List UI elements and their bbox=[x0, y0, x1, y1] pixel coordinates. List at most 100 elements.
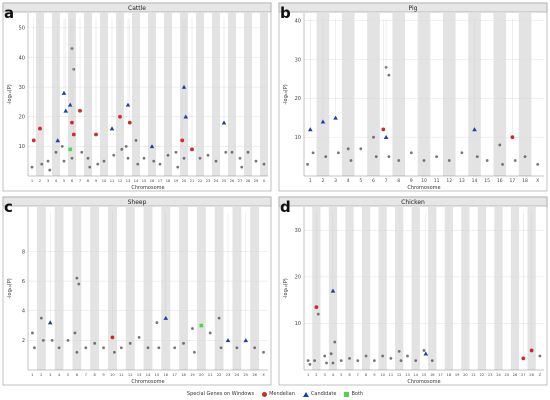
data-point-mendelian bbox=[94, 132, 98, 137]
data-point bbox=[313, 359, 316, 363]
data-point bbox=[70, 156, 74, 160]
chromosome-band bbox=[411, 207, 420, 370]
x-tick-label: 1 bbox=[307, 373, 309, 377]
chromosome-band bbox=[518, 13, 532, 176]
data-point bbox=[75, 276, 79, 280]
x-tick-label: 9 bbox=[410, 178, 413, 184]
x-tick-label: 6 bbox=[348, 373, 351, 377]
data-point-mendelian bbox=[314, 305, 319, 310]
x-tick-label: 25 bbox=[243, 373, 248, 377]
x-tick-label: 16 bbox=[163, 373, 168, 377]
data-point bbox=[120, 147, 124, 151]
chromosome-band bbox=[100, 13, 108, 176]
y-tick-label: 30 bbox=[19, 85, 25, 91]
x-tick-label: 4 bbox=[332, 373, 335, 377]
data-point bbox=[77, 282, 81, 286]
data-point bbox=[329, 352, 333, 356]
x-tick-label: 2 bbox=[39, 179, 41, 183]
x-tick-label: 15 bbox=[155, 373, 160, 377]
data-point bbox=[240, 165, 244, 169]
data-point bbox=[137, 336, 141, 339]
panel-chicken: Chicken 10 20 30 1 2 3 4 5 6 7 8 9 10 11 12 13 14 15 16 17 18… bbox=[278, 196, 548, 386]
x-tick-label: 24 bbox=[214, 179, 219, 183]
x-axis-label: Chromosome bbox=[131, 185, 164, 191]
data-point bbox=[349, 159, 353, 162]
x-tick-label: 16 bbox=[497, 178, 503, 184]
x-tick-label: 7 bbox=[385, 178, 388, 184]
data-point bbox=[348, 356, 351, 360]
x-tick-label: 14 bbox=[413, 373, 418, 377]
data-point bbox=[30, 165, 34, 169]
chromosome-band bbox=[361, 207, 371, 370]
x-tick-label: 17 bbox=[438, 373, 443, 377]
data-point bbox=[498, 143, 502, 147]
x-tick-label: 17 bbox=[172, 373, 177, 377]
x-tick-label: 13 bbox=[405, 373, 410, 377]
data-point bbox=[41, 338, 45, 342]
y-tick-label: 40 bbox=[295, 19, 301, 25]
data-point bbox=[62, 159, 66, 163]
x-tick-label: 22 bbox=[480, 373, 485, 377]
x-tick-label: 1 bbox=[31, 179, 33, 183]
chromosome-band bbox=[417, 13, 431, 176]
data-point bbox=[306, 162, 309, 166]
x-tick-label: 9 bbox=[102, 373, 105, 377]
x-tick-label: 2 bbox=[40, 373, 42, 377]
data-point bbox=[253, 346, 257, 350]
x-tick-label: X bbox=[263, 179, 266, 183]
x-tick-label: 3 bbox=[47, 179, 49, 183]
chromosome-band bbox=[90, 207, 100, 370]
chromosome-band bbox=[428, 207, 437, 370]
chromosome-band bbox=[180, 13, 188, 176]
x-tick-label: 27 bbox=[521, 373, 526, 377]
data-point bbox=[316, 312, 320, 316]
data-point bbox=[406, 354, 409, 358]
x-tick-label: 18 bbox=[181, 373, 186, 377]
data-point bbox=[331, 361, 335, 365]
x-tick-label: 5 bbox=[340, 373, 342, 377]
data-point bbox=[40, 162, 44, 166]
x-tick-label: 20 bbox=[463, 373, 468, 377]
data-point-mendelian bbox=[510, 135, 515, 140]
legend-label: Mendelian bbox=[269, 391, 295, 397]
x-tick-label: 16 bbox=[150, 179, 155, 183]
data-point bbox=[346, 147, 350, 151]
x-tick-label: 12 bbox=[118, 179, 123, 183]
data-point bbox=[336, 151, 340, 155]
chromosome-band bbox=[367, 13, 380, 176]
x-tick-label: 10 bbox=[102, 179, 107, 183]
x-tick-label: 26 bbox=[230, 179, 235, 183]
x-tick-label: 5 bbox=[63, 179, 65, 183]
data-point bbox=[306, 359, 310, 363]
x-tick-label: 20 bbox=[182, 179, 187, 183]
data-point-mendelian bbox=[190, 147, 194, 152]
chromosome-band bbox=[232, 207, 242, 370]
legend-title: Special Genes on Windows bbox=[186, 391, 255, 397]
data-point-candidate bbox=[63, 108, 69, 113]
chromosome-band bbox=[395, 207, 404, 370]
data-point bbox=[124, 144, 128, 148]
data-point-mendelian bbox=[31, 138, 36, 143]
y-tick-label: 10 bbox=[295, 135, 301, 141]
data-point bbox=[246, 150, 250, 154]
x-tick-label: 14 bbox=[472, 178, 478, 184]
x-tick-label: 15 bbox=[484, 178, 490, 184]
x-tick-label: 12 bbox=[128, 373, 133, 377]
title-strip bbox=[2, 196, 272, 207]
x-tick-label: 23 bbox=[226, 373, 231, 377]
legend: Special Genes on Windows Mendelian Candi… bbox=[0, 388, 550, 400]
x-tick-label: 21 bbox=[190, 179, 195, 183]
data-point-both bbox=[199, 323, 204, 328]
x-tick-label: 15 bbox=[142, 179, 147, 183]
x-tick-label: 7 bbox=[357, 373, 359, 377]
x-tick-label: 13 bbox=[137, 373, 142, 377]
x-tick-label: 12 bbox=[397, 373, 402, 377]
y-tick-label: 50 bbox=[19, 26, 25, 32]
data-point-mendelian bbox=[78, 108, 82, 113]
data-point bbox=[75, 350, 79, 354]
chromosome-band bbox=[164, 13, 172, 176]
title-strip bbox=[278, 196, 548, 207]
legend-item-candidate: Candidate bbox=[302, 391, 336, 397]
